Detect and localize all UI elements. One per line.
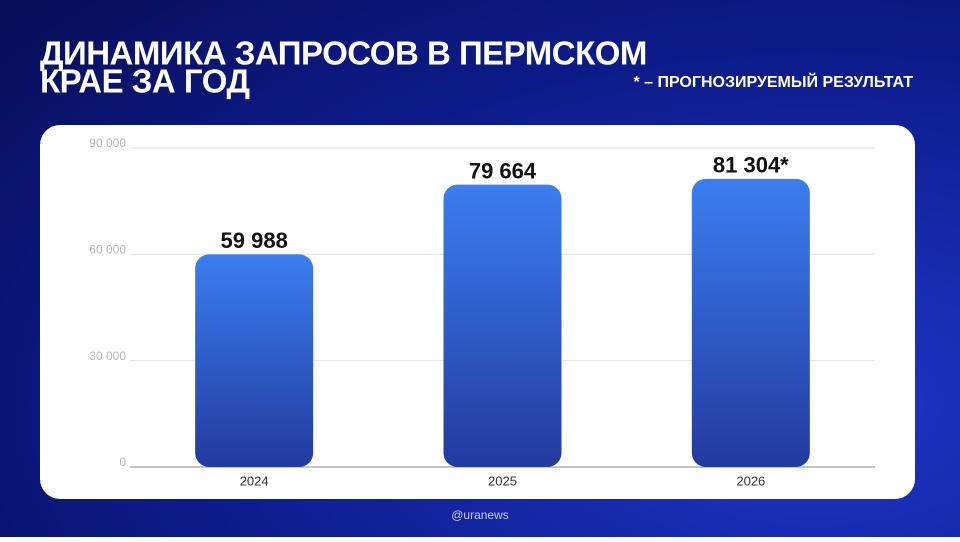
subtitle: * – ПРОГНОЗИРУЕМЫЙ РЕЗУЛЬТАТ xyxy=(633,72,913,91)
x-tick-label: 2024 xyxy=(240,473,269,488)
x-tick-label: 2026 xyxy=(736,473,765,488)
value-label: 81 304* xyxy=(713,153,789,178)
bar xyxy=(691,178,810,467)
bar xyxy=(195,254,314,467)
y-tick-label: 60 000 xyxy=(89,243,126,257)
y-tick-label: 0 xyxy=(119,455,126,469)
bar xyxy=(443,184,562,467)
source: @uranews xyxy=(451,508,509,522)
chart-title: ДИНАМИКА ЗАПРОСОВ В ПЕРМСКОМ xyxy=(40,35,647,72)
y-tick-label: 90 000 xyxy=(89,136,126,150)
chart-title: КРАЕ ЗА ГОД xyxy=(40,63,249,100)
y-tick-label: 30 000 xyxy=(89,349,126,363)
x-tick-label: 2025 xyxy=(488,473,517,488)
value-label: 59 988 xyxy=(221,228,288,253)
value-label: 79 664 xyxy=(469,158,537,183)
